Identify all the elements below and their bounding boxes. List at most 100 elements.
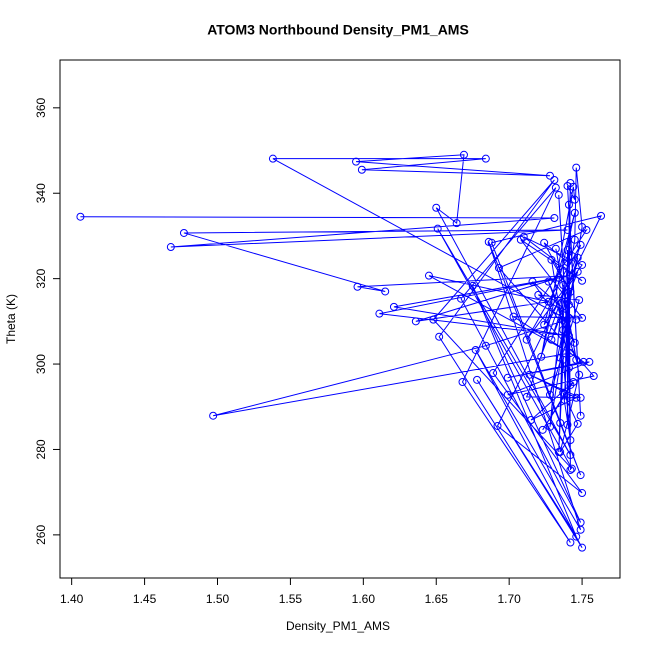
point	[563, 420, 572, 429]
point	[493, 421, 502, 430]
point	[432, 203, 441, 212]
point	[547, 255, 556, 264]
point	[566, 287, 575, 296]
point	[550, 175, 559, 184]
y-tick-label: 360	[34, 97, 48, 117]
point	[576, 471, 585, 480]
point	[525, 370, 534, 379]
point	[570, 208, 579, 217]
point	[573, 253, 582, 262]
point	[579, 357, 588, 366]
point	[554, 190, 563, 199]
point	[509, 312, 518, 321]
point	[566, 451, 575, 460]
point	[357, 165, 366, 174]
point	[522, 392, 531, 401]
point	[544, 297, 553, 306]
point	[381, 287, 390, 296]
point	[566, 380, 575, 389]
point	[546, 390, 554, 399]
point	[411, 317, 420, 326]
point	[575, 295, 584, 304]
point	[435, 332, 444, 341]
y-tick-label: 300	[34, 354, 48, 374]
x-tick-label: 1.70	[497, 592, 521, 606]
point	[573, 419, 582, 428]
point	[566, 538, 575, 547]
point	[209, 411, 218, 420]
point	[566, 348, 575, 357]
point	[546, 171, 554, 180]
point	[559, 281, 568, 290]
point	[597, 211, 606, 220]
point	[564, 200, 573, 209]
point	[547, 335, 556, 344]
y-tick-label: 340	[34, 183, 48, 203]
y-axis-label: Theta (K)	[4, 294, 18, 344]
x-axis-label: Density_PM1_AMS	[286, 619, 390, 633]
point	[375, 309, 384, 318]
point	[554, 273, 563, 282]
point	[576, 525, 585, 534]
point	[572, 355, 581, 364]
point	[522, 335, 531, 344]
point	[564, 363, 573, 372]
point	[575, 370, 584, 379]
point	[566, 436, 575, 445]
point	[489, 369, 498, 378]
point	[503, 390, 512, 399]
point	[468, 281, 477, 290]
point	[76, 212, 85, 221]
point	[566, 271, 575, 280]
x-tick-label: 1.50	[206, 592, 230, 606]
point	[576, 240, 585, 249]
point	[527, 415, 536, 424]
point	[429, 315, 438, 324]
y-tick-label: 320	[34, 268, 48, 288]
point	[179, 228, 188, 237]
y-tick-label: 260	[34, 525, 48, 545]
point	[576, 411, 585, 420]
point	[576, 393, 585, 402]
point	[567, 464, 576, 473]
point	[585, 357, 594, 366]
point	[563, 257, 572, 266]
point	[559, 355, 568, 364]
point	[589, 372, 598, 381]
point	[471, 345, 480, 354]
point	[452, 219, 461, 228]
point	[389, 302, 398, 311]
point	[540, 238, 549, 247]
chart-title: ATOM3 Northbound Density_PM1_AMS	[207, 22, 469, 38]
point	[551, 244, 560, 253]
point	[494, 263, 503, 272]
point	[566, 465, 575, 474]
point	[572, 393, 581, 402]
x-tick-label: 1.65	[425, 592, 449, 606]
point	[551, 183, 560, 192]
point	[564, 300, 573, 309]
point	[544, 277, 553, 286]
point	[503, 373, 512, 382]
x-tick-label: 1.40	[60, 592, 84, 606]
point	[578, 489, 587, 498]
point	[572, 315, 581, 324]
series-line	[80, 154, 602, 548]
point	[578, 313, 587, 322]
point	[559, 325, 568, 334]
point	[540, 320, 549, 329]
point	[570, 195, 579, 204]
point	[534, 290, 543, 299]
point	[424, 271, 433, 280]
point	[567, 252, 576, 261]
point	[578, 260, 587, 269]
point	[457, 294, 466, 303]
point	[572, 532, 581, 541]
point	[559, 388, 568, 397]
y-tick-label: 280	[34, 439, 48, 459]
point	[473, 375, 482, 384]
point	[569, 182, 578, 191]
point	[563, 315, 572, 324]
point	[550, 214, 559, 223]
x-tick-label: 1.60	[352, 592, 376, 606]
